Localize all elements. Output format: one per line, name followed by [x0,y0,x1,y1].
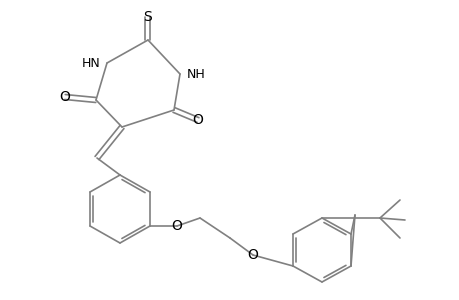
Text: O: O [247,248,258,262]
Text: NH: NH [187,68,205,80]
Text: HN: HN [82,56,101,70]
Text: S: S [143,10,152,24]
Text: O: O [171,219,182,233]
Text: O: O [192,113,203,127]
Text: O: O [59,90,70,104]
